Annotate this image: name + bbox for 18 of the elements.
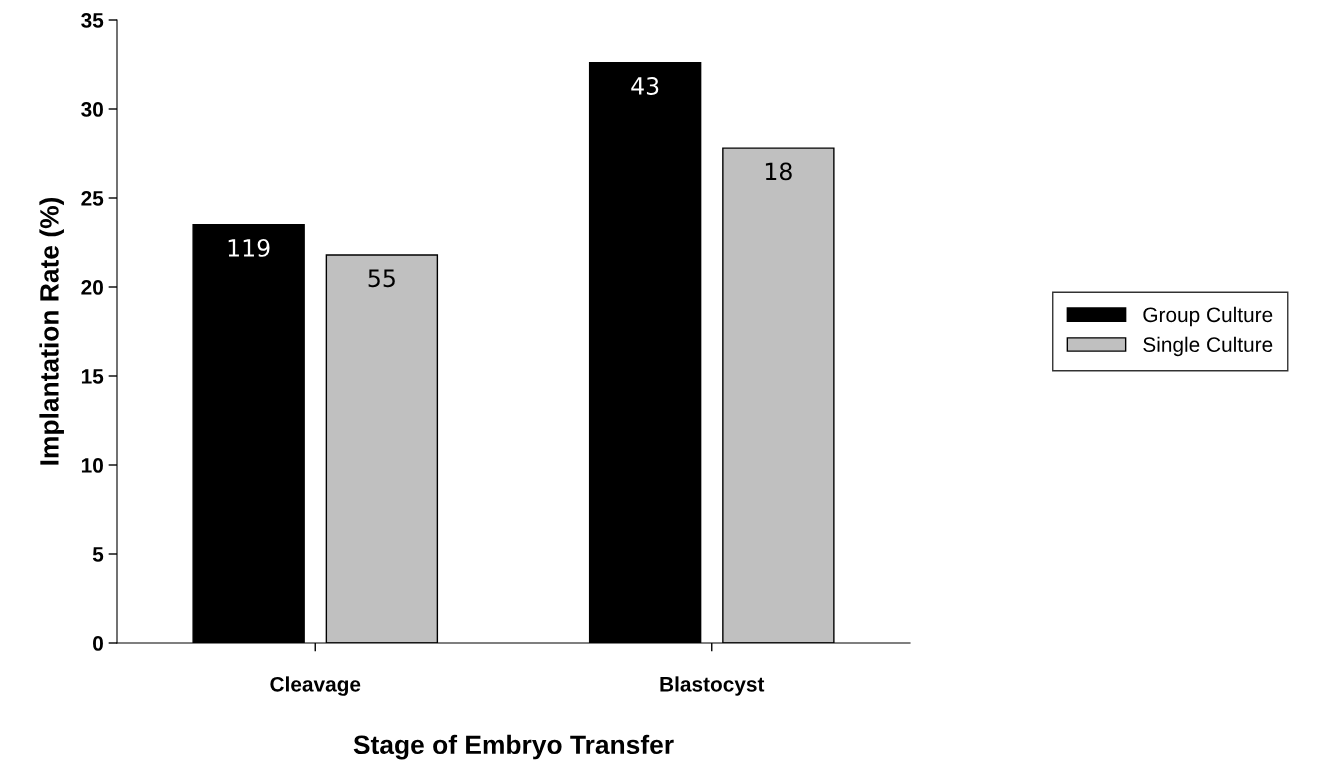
y-tick-label: 10: [81, 458, 103, 473]
y-tick-label: 35: [81, 13, 104, 28]
annotation: 119: [228, 239, 270, 257]
y-tick-label: 15: [81, 369, 104, 384]
annotation: 55: [368, 269, 395, 288]
annotation: 43: [631, 77, 659, 95]
x-tick-label: Cleavage: [270, 676, 361, 696]
y-axis-title: Implantation Rate (%): [39, 197, 64, 465]
y-tick-label: 30: [81, 102, 103, 117]
y-tick-label: 20: [81, 280, 103, 295]
legend-label: Single Culture: [1143, 336, 1273, 357]
x-axis-title: Stage of Embryo Transfer: [353, 734, 674, 760]
y-tick-label: 25: [81, 191, 104, 206]
y-tick-label: 5: [92, 547, 104, 562]
x-tick-label: Blastocyst: [660, 676, 765, 696]
annotation: 18: [765, 162, 792, 181]
y-tick-label: 0: [93, 636, 103, 651]
legend-label: Group Culture: [1143, 306, 1273, 327]
